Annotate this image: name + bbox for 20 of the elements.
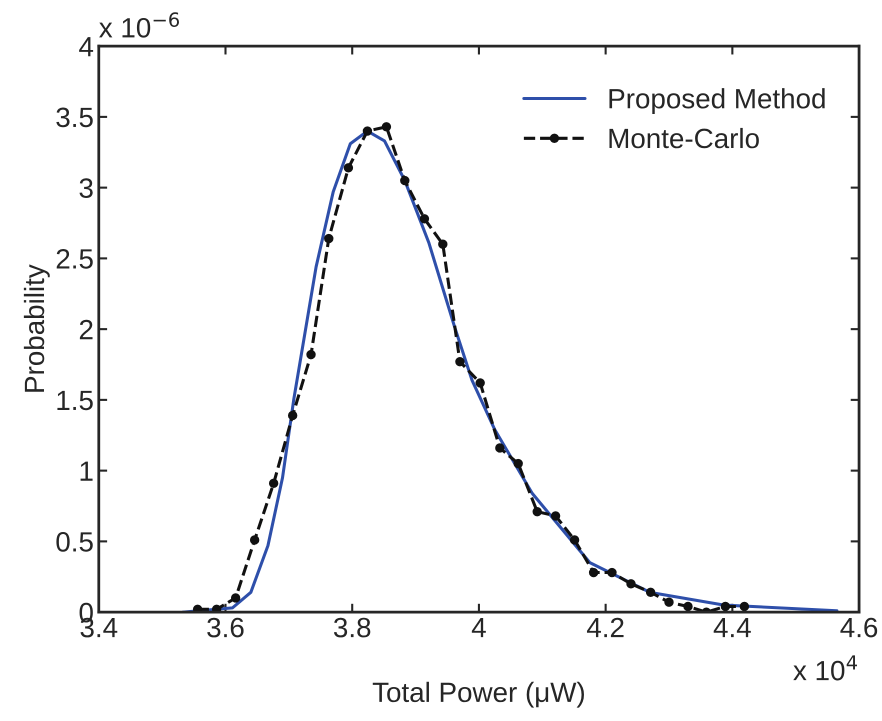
legend-label: Proposed Method <box>609 88 825 114</box>
x-tick-label: 4.4 <box>714 618 751 638</box>
x-tick-label: 4.6 <box>840 618 878 638</box>
x-axis-title: Total Power (μW) <box>372 682 584 708</box>
y-tick-label: 2 <box>80 320 93 340</box>
y-tick-label: 1 <box>80 462 93 481</box>
y-axis-title: Probability <box>24 264 50 392</box>
x-tick-label: 3.8 <box>334 618 370 638</box>
x-tick-label: 3.6 <box>207 618 244 638</box>
text: x 10$^{−6}$ <box>99 12 179 38</box>
y-tick-label: 0.5 <box>56 532 93 552</box>
legend-label: Monte-Carlo <box>609 128 759 148</box>
text: x 10$^{4}$ <box>793 655 858 680</box>
y-tick-label: 3.5 <box>56 108 93 128</box>
y-tick-label: 2.5 <box>56 249 93 269</box>
x-tick-label: 4 <box>472 618 486 638</box>
y-tick-label: 1.5 <box>57 390 93 410</box>
y-tick-label: 3 <box>80 178 93 198</box>
y-tick-label: 4 <box>79 37 94 56</box>
x-tick-label: 4.2 <box>586 618 624 638</box>
